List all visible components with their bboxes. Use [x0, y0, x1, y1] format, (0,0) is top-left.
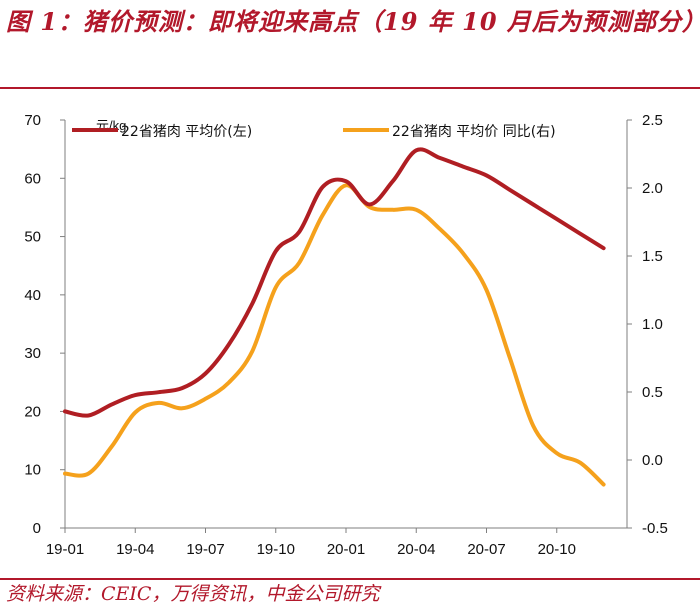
x-tick-label: 20-07 — [467, 541, 505, 558]
y-left-tick-label: 40 — [24, 287, 41, 304]
x-tick-label: 20-04 — [397, 541, 435, 558]
x-tick-label: 20-01 — [327, 541, 365, 558]
yoy-series-line — [63, 183, 606, 487]
y-left-tick-label: 70 — [24, 112, 41, 129]
y-left-tick-label: 50 — [24, 229, 41, 246]
source-divider — [0, 578, 700, 580]
line-chart: 0 10 20 30 40 50 60 70 -0.5 0.0 0.5 1.0 1.5 2.0 2.5 19-… — [24, 112, 668, 558]
y-left-tick-label: 0 — [33, 520, 41, 537]
y-right-tick-label: -0.5 — [642, 520, 668, 537]
y-left-tick-label: 20 — [24, 403, 41, 420]
y-right-tick-label: 0.0 — [642, 452, 663, 469]
x-tick-label: 20-10 — [538, 541, 576, 558]
y-right-tick-label: 2.5 — [642, 112, 663, 129]
chart-title: 图 1：猪价预测：即将迎来高点（19 年 10 月后为预测部分） — [6, 7, 700, 36]
legend-label-price: 22省猪肉 平均价(左) — [121, 124, 252, 140]
x-tick-label: 19-07 — [186, 541, 224, 558]
y-left-tick-label: 30 — [24, 345, 41, 362]
y-right-tick-label: 2.0 — [642, 180, 663, 197]
y-right-tick-label: 0.5 — [642, 384, 663, 401]
y-right-tick-label: 1.5 — [642, 248, 663, 265]
y-right-tick-label: 1.0 — [642, 316, 663, 333]
price-series-line — [63, 147, 606, 418]
y-left-tick-label: 60 — [24, 170, 41, 187]
x-tick-label: 19-04 — [116, 541, 154, 558]
x-tick-label: 19-01 — [46, 541, 84, 558]
x-tick-label: 19-10 — [257, 541, 295, 558]
title-divider — [0, 87, 700, 89]
source-note: 资料来源：CEIC，万得资讯，中金公司研究 — [6, 583, 380, 605]
y-left-tick-label: 10 — [24, 462, 41, 479]
legend-label-yoy: 22省猪肉 平均价 同比(右) — [392, 124, 556, 140]
